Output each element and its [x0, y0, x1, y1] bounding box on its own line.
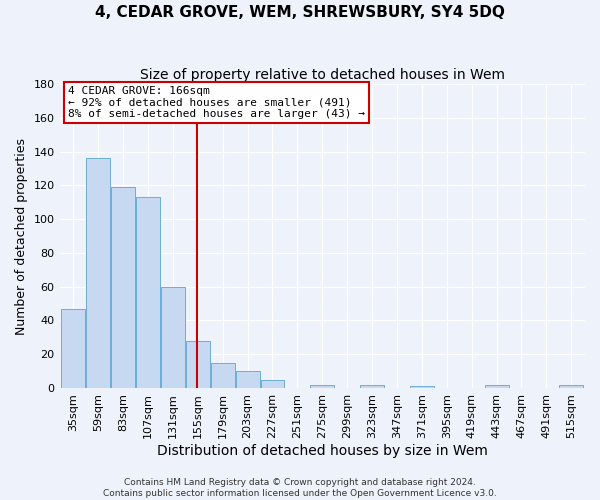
- Bar: [211, 362, 235, 388]
- Bar: [310, 384, 334, 388]
- Bar: [260, 380, 284, 388]
- Bar: [86, 158, 110, 388]
- Bar: [161, 286, 185, 388]
- Text: 4 CEDAR GROVE: 166sqm
← 92% of detached houses are smaller (491)
8% of semi-deta: 4 CEDAR GROVE: 166sqm ← 92% of detached …: [68, 86, 365, 119]
- Y-axis label: Number of detached properties: Number of detached properties: [15, 138, 28, 334]
- Bar: [61, 308, 85, 388]
- Bar: [410, 386, 434, 388]
- Text: 4, CEDAR GROVE, WEM, SHREWSBURY, SY4 5DQ: 4, CEDAR GROVE, WEM, SHREWSBURY, SY4 5DQ: [95, 5, 505, 20]
- Bar: [186, 340, 210, 388]
- Bar: [136, 197, 160, 388]
- Text: Contains HM Land Registry data © Crown copyright and database right 2024.
Contai: Contains HM Land Registry data © Crown c…: [103, 478, 497, 498]
- X-axis label: Distribution of detached houses by size in Wem: Distribution of detached houses by size …: [157, 444, 488, 458]
- Bar: [559, 384, 583, 388]
- Bar: [360, 384, 384, 388]
- Title: Size of property relative to detached houses in Wem: Size of property relative to detached ho…: [140, 68, 505, 82]
- Bar: [236, 371, 260, 388]
- Bar: [485, 384, 509, 388]
- Bar: [111, 187, 135, 388]
